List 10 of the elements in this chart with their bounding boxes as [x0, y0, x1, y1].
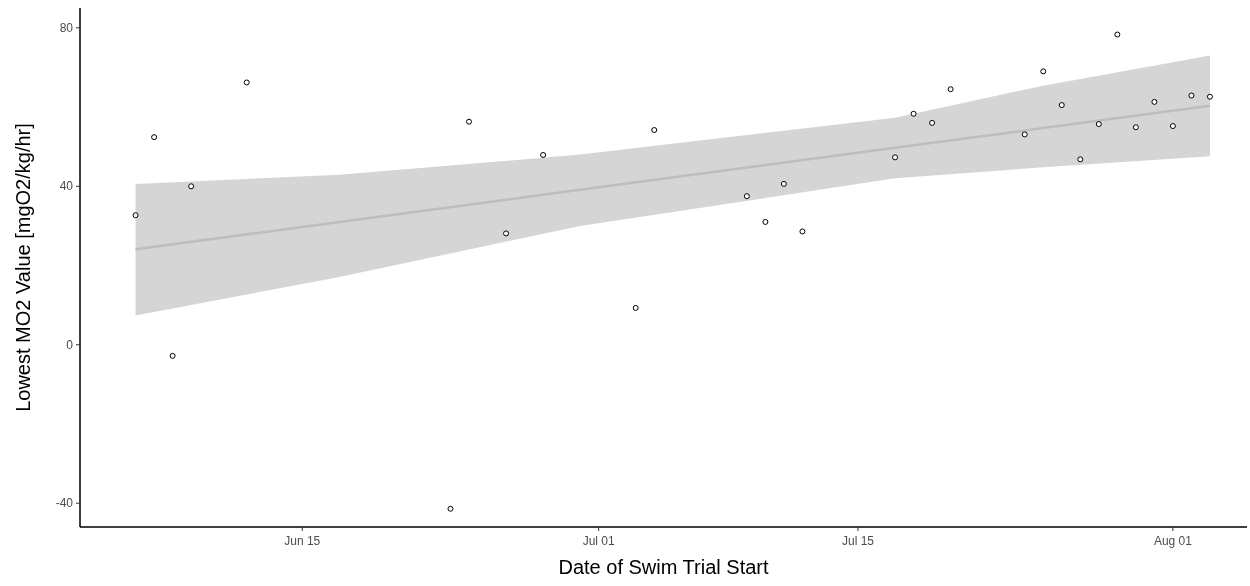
y-axis-title: Lowest MO2 Value [mgO2/kg/hr]	[12, 123, 34, 412]
x-tick-label: Jul 01	[582, 534, 615, 548]
y-tick-label: 0	[66, 337, 74, 352]
y-tick-label: 40	[59, 179, 74, 194]
y-tick-label: -40	[55, 496, 74, 511]
x-tick-label: Jul 15	[841, 534, 875, 548]
x-tick-label: Jun 15	[284, 534, 321, 548]
x-tick-label: Aug 01	[1153, 534, 1193, 548]
x-axis-title: Date of Swim Trial Start	[558, 556, 769, 578]
y-tick-label: 80	[59, 21, 74, 36]
